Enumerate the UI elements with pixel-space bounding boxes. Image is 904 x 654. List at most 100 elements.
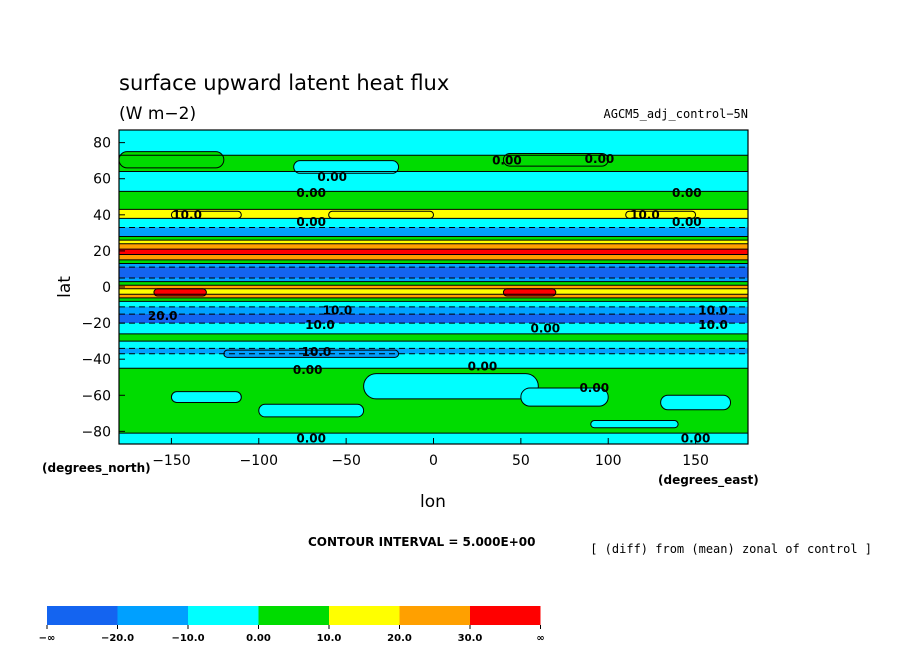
colorbar-swatch [117,606,188,625]
contour-label: 0.00 [492,154,522,168]
chart-description: [ (diff) from (mean) zonal of control ] [590,542,872,556]
band [119,323,748,334]
contour-label: 10.0 [302,345,332,359]
chart-title: surface upward latent heat flux [119,71,449,95]
band [119,171,748,192]
contour-label: 10.0 [698,303,728,317]
band [119,254,748,260]
band [119,277,748,282]
contour-patch [660,394,732,411]
band [119,281,748,286]
x-axis: −150 −100 −50 0 50 100 150 [152,438,709,469]
band [119,353,748,369]
contour-patch [153,288,207,297]
band [119,218,748,228]
y-tick-label: −20 [81,316,111,332]
colorbar-label: −10.0 [171,633,204,644]
colorbar-swatch [399,606,470,625]
y-tick-label: 60 [93,172,111,188]
band [119,306,748,315]
colorbar-swatch [329,606,400,625]
y-tick-label: −60 [81,388,111,404]
x-tick-label: 50 [512,453,530,469]
band [119,249,748,255]
contour-label: 0.00 [579,381,609,395]
band [119,236,748,241]
band [119,297,748,302]
colorbar-swatch [258,606,329,625]
contour-patch [293,160,400,174]
colorbar-swatch [47,606,118,625]
y-tick-label: −40 [81,352,111,368]
band [119,301,748,307]
colorbar-label: 30.0 [458,633,483,644]
y-tick-label: −80 [81,424,111,440]
contour-patch [363,373,539,400]
contour-label: 10.0 [305,318,335,332]
chart-units: (W m−2) [119,104,196,124]
colorbar-swatch [188,606,259,625]
band [119,288,748,295]
contour-label: 0.00 [296,186,326,200]
colorbar-label: ∞ [536,633,544,644]
y-tick-label: 0 [102,280,111,296]
contour-label: 20.0 [148,309,178,323]
contour-patch [258,403,365,418]
band [119,314,748,324]
x-axis-label: lon [420,492,446,512]
band [119,227,748,237]
chart-experiment: AGCM5_adj_control−5N [604,107,749,121]
contour-patch [170,391,242,403]
contour-patch [520,387,609,407]
band [119,243,748,250]
contour-label: 0.00 [681,432,711,446]
y-tick-label: 40 [93,208,111,224]
x-tick-label: 0 [429,453,438,469]
colorbar-swatch [470,606,541,625]
x-axis-unit: (degrees_east) [658,473,759,488]
contour-label: 10.0 [698,318,728,332]
band [119,294,748,298]
contour-patch [502,152,609,167]
contour-lines-layer [119,154,748,434]
x-tick-label: −100 [240,453,278,469]
contour-label: 0.00 [585,152,615,166]
band [119,259,748,264]
band [119,191,748,210]
x-tick-label: 100 [595,453,622,469]
y-tick-label: 80 [93,136,111,152]
band [119,130,748,156]
contour-label: 0.00 [672,215,702,229]
y-axis-label: lat [55,276,75,298]
contour-interval: CONTOUR INTERVAL = 5.000E+00 [308,535,535,549]
contour-label: 0.00 [293,363,323,377]
y-axis-unit: (degrees_north) [42,461,151,476]
band [119,348,748,354]
contour-patch [502,288,557,297]
contour-patch [590,420,679,429]
contour-label: 0.00 [468,359,498,373]
x-tick-label: 150 [682,453,709,469]
y-axis: 80 60 40 20 0 −20 −40 −60 −80 [81,136,125,440]
colorbar-label: −20.0 [101,633,134,644]
contour-label: 0.00 [672,186,702,200]
band [119,285,748,289]
colorbar-label: −∞ [39,633,56,644]
contour-label: 0.00 [317,170,347,184]
contour-label: 10.0 [323,303,353,317]
contour-label: 0.00 [296,215,326,229]
contour-label: 10.0 [630,208,660,222]
contour-label: 10.0 [172,208,202,222]
colorbar-label: 20.0 [387,633,412,644]
colorbar-label: 0.00 [246,633,271,644]
band [119,333,748,342]
y-tick-label: 20 [93,244,111,260]
band [119,263,748,268]
colorbar: −∞ −20.0 −10.0 0.00 10.0 20.0 30.0 ∞ [39,606,545,644]
contour-patch [119,151,225,169]
x-tick-label: −150 [152,453,190,469]
contour-label: 0.00 [296,432,326,446]
